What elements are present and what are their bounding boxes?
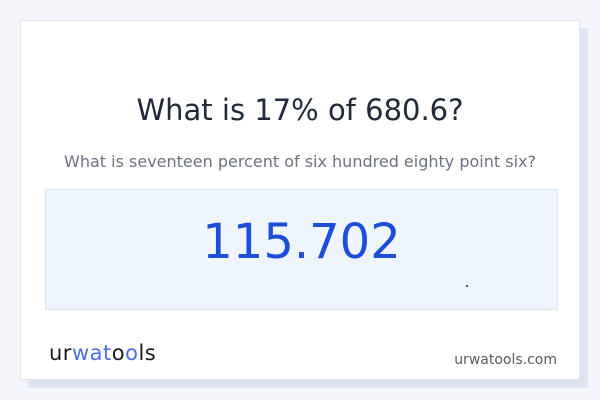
dot-mark	[466, 285, 468, 287]
urwatools-logo: urwatools	[49, 341, 157, 365]
answer-box: 115.702	[45, 189, 558, 310]
page-title: What is 17% of 680.6?	[136, 93, 464, 127]
page-subtitle: What is seventeen percent of six hundred…	[64, 152, 536, 171]
result-card: What is 17% of 680.6? What is seventeen …	[20, 20, 580, 380]
site-url: urwatools.com	[454, 352, 557, 368]
answer-value: 115.702	[202, 214, 401, 270]
